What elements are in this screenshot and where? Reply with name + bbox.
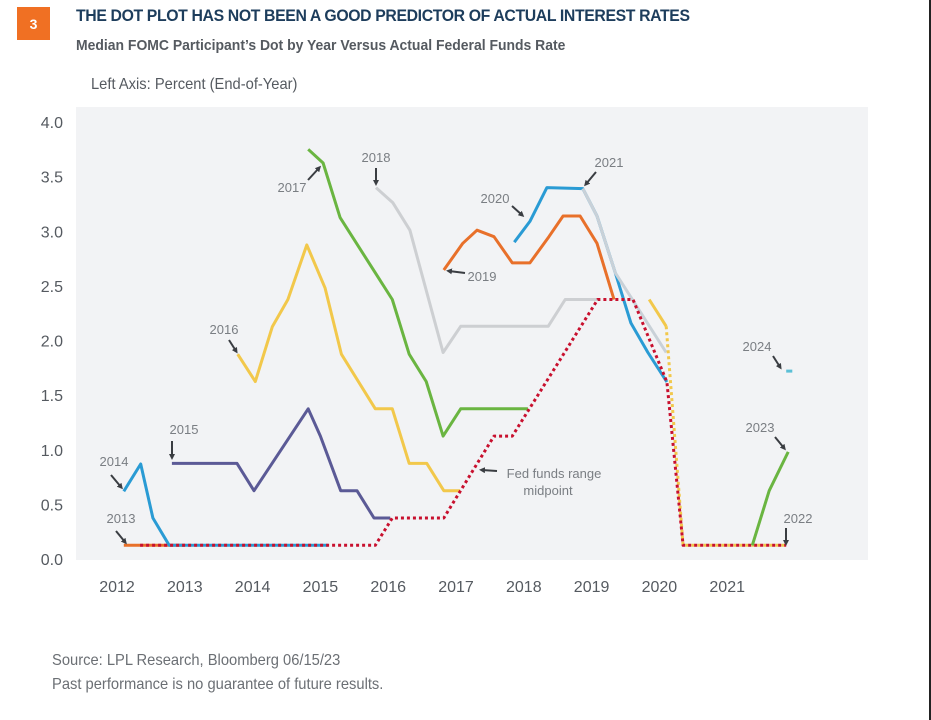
x-tick-label: 2018: [506, 579, 542, 596]
annotation-2020: 2020: [481, 191, 525, 218]
annotation-label: 2014: [100, 454, 129, 469]
annotation-label-line2: midpoint: [523, 483, 573, 498]
x-tick-label: 2021: [709, 579, 745, 596]
y-tick-label: 1.5: [41, 388, 63, 405]
y-tick-label: 2.5: [41, 279, 63, 296]
annotations-group: 2013 2014 2015 2016 2017 2018 2019 2020 2021 2022…: [100, 150, 813, 546]
y-tick-label: 0.5: [41, 497, 63, 514]
x-axis: 2012 2013 2014 2015 2016 2017 2018 2019 2020 2021: [99, 579, 745, 596]
annotation-2016: 2016: [210, 322, 239, 354]
annotation-label: 2022: [784, 511, 813, 526]
source-note: Source: LPL Research, Bloomberg 06/15/23: [52, 652, 341, 669]
annotation-label: 2017: [278, 180, 307, 195]
y-tick-label: 4.0: [41, 115, 63, 132]
series-line-2015: [171, 407, 391, 520]
figure-number-badge: 3: [17, 7, 50, 40]
series-line-2014: [122, 462, 328, 547]
series-line-2023: [750, 451, 790, 546]
arrow-icon: [479, 467, 498, 474]
x-tick-label: 2015: [303, 579, 339, 596]
y-tick-label: 2.0: [41, 334, 63, 351]
series-line-2016: [236, 243, 461, 493]
arrow-icon: [110, 474, 123, 490]
annotation-2021: 2021: [584, 155, 624, 187]
y-axis: 0.0 0.5 1.0 1.5 2.0 2.5 3.0 3.5 4.0: [41, 115, 63, 569]
arrow-icon: [511, 205, 525, 218]
x-tick-label: 2016: [370, 579, 406, 596]
annotation-label: 2024: [743, 339, 772, 354]
series-line-2021: [581, 187, 668, 354]
series-line-fed-funds-range-midpoint: [140, 298, 787, 547]
annotation-label: Fed funds range: [507, 466, 602, 481]
annotation-label: 2015: [170, 422, 199, 437]
annotation-2017: 2017: [278, 165, 322, 195]
annotation-2022: 2022: [783, 511, 813, 546]
x-tick-label: 2012: [99, 579, 135, 596]
series-group: [122, 148, 793, 547]
y-axis-label: Left Axis: Percent (End-of-Year): [91, 76, 298, 93]
series-line-2022: [647, 298, 668, 328]
plot-area: [76, 107, 868, 560]
annotation-label: 2016: [210, 322, 239, 337]
annotation-2018: 2018: [362, 150, 391, 186]
x-tick-label: 2013: [167, 579, 203, 596]
annotation-label: 2019: [468, 269, 497, 284]
x-tick-label: 2019: [574, 579, 610, 596]
y-tick-label: 0.0: [41, 552, 63, 569]
arrow-icon: [307, 165, 322, 181]
series-line-2017: [307, 148, 528, 438]
x-tick-label: 2020: [642, 579, 678, 596]
arrow-icon: [228, 339, 238, 354]
arrow-icon: [115, 530, 127, 545]
window-edge: [929, 0, 931, 720]
arrow-icon: [772, 355, 782, 370]
annotation-label: 2018: [362, 150, 391, 165]
annotation-label: 2023: [746, 420, 775, 435]
arrow-icon: [446, 268, 466, 275]
annotation-2013: 2013: [107, 511, 136, 545]
annotation-2024: 2024: [743, 339, 782, 370]
y-tick-label: 3.0: [41, 224, 63, 241]
annotation-label: 2013: [107, 511, 136, 526]
annotation-2014: 2014: [100, 454, 129, 490]
arrow-icon: [774, 436, 786, 451]
x-tick-label: 2014: [235, 579, 271, 596]
disclaimer-note: Past performance is no guarantee of futu…: [52, 676, 384, 693]
annotation-2023: 2023: [746, 420, 786, 451]
series-line-2018: [374, 186, 600, 354]
annotation-2019: 2019: [446, 268, 497, 284]
annotation-fed-funds-range-midpoint: Fed funds range midpoint: [479, 466, 602, 498]
y-tick-label: 3.5: [41, 170, 63, 187]
chart-title: THE DOT PLOT HAS NOT BEEN A GOOD PREDICT…: [76, 6, 690, 25]
x-tick-label: 2017: [438, 579, 474, 596]
annotation-label: 2021: [595, 155, 624, 170]
chart-subtitle: Median FOMC Participant’s Dot by Year Ve…: [76, 37, 566, 54]
arrow-icon: [584, 171, 597, 187]
series-line-2019: [442, 214, 616, 300]
y-tick-label: 1.0: [41, 443, 63, 460]
series-line-2022-realized: [664, 326, 787, 547]
annotation-label: 2020: [481, 191, 510, 206]
annotation-2015: 2015: [169, 422, 199, 460]
